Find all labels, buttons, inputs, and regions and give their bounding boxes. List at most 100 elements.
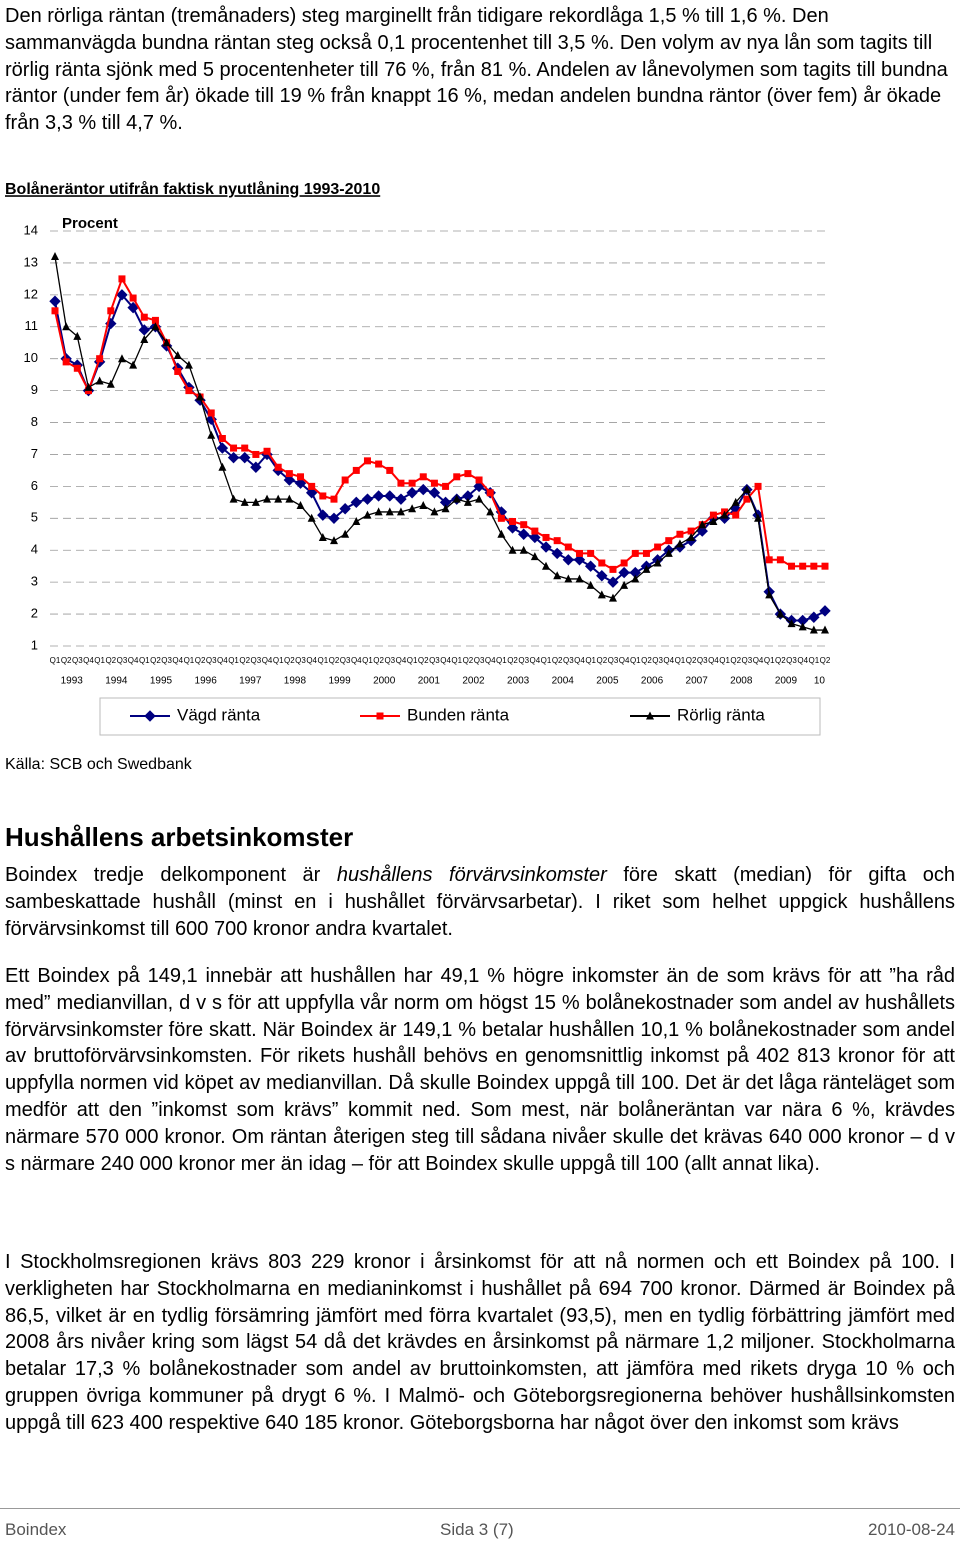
marker	[787, 619, 796, 628]
x-tick-label: Q1	[317, 656, 328, 665]
x-tick-label: Q1	[139, 656, 150, 665]
marker	[95, 376, 104, 385]
x-tick-label: Q3	[786, 656, 797, 665]
x-tick-label: Q1	[273, 656, 284, 665]
x-tick-label: Q3	[742, 656, 753, 665]
x-tick-label: Q3	[295, 656, 306, 665]
x-tick-label: Q2	[418, 656, 429, 665]
marker	[598, 559, 606, 567]
marker	[486, 489, 494, 497]
marker	[252, 450, 260, 458]
series-line	[54, 276, 825, 571]
year-label: 2005	[596, 676, 619, 687]
x-tick-label: Q1	[362, 656, 373, 665]
y-tick-label: 13	[24, 254, 38, 269]
marker	[227, 451, 240, 464]
marker	[453, 473, 461, 481]
marker	[396, 507, 405, 516]
marker	[587, 549, 595, 557]
marker	[317, 509, 329, 521]
y-tick-label: 2	[31, 606, 38, 621]
marker	[530, 552, 539, 561]
marker	[375, 460, 383, 468]
x-tick-label: Q2	[284, 656, 295, 665]
marker	[285, 470, 293, 478]
marker	[138, 324, 150, 336]
marker	[620, 559, 628, 567]
marker	[339, 503, 351, 515]
x-tick-label: Q2	[686, 656, 697, 665]
x-tick-label: Q4	[172, 656, 183, 665]
marker	[754, 482, 762, 490]
marker	[341, 476, 349, 484]
marker	[207, 409, 215, 417]
marker	[285, 494, 294, 503]
x-tick-label: Q3	[251, 656, 262, 665]
marker	[241, 444, 249, 452]
y-tick-label: 8	[31, 414, 38, 429]
x-tick-label: Q2	[507, 656, 518, 665]
marker	[732, 511, 740, 519]
marker	[520, 521, 528, 529]
x-tick-label: Q4	[440, 656, 451, 665]
y-tick-label: 14	[24, 222, 38, 237]
marker	[144, 710, 156, 722]
marker	[540, 541, 552, 553]
y-tick-label: 5	[31, 510, 38, 525]
x-tick-label: Q2	[552, 656, 563, 665]
marker	[73, 364, 81, 372]
marker	[307, 513, 316, 522]
marker	[296, 501, 305, 510]
marker	[743, 495, 751, 503]
heading: Hushållens arbetsinkomster	[5, 822, 354, 852]
year-label: 1994	[105, 676, 128, 687]
marker	[608, 593, 617, 602]
x-tick-label: Q3	[117, 656, 128, 665]
year-label: 1999	[328, 676, 351, 687]
year-label: 1995	[150, 676, 173, 687]
marker	[361, 493, 374, 505]
y-tick-label: 12	[24, 286, 38, 301]
marker	[330, 495, 338, 503]
marker	[430, 507, 439, 516]
marker	[173, 351, 182, 359]
x-tick-label: Q4	[663, 656, 674, 665]
legend-label: Bunden ränta	[407, 705, 510, 724]
year-label: 2004	[552, 676, 575, 687]
marker	[607, 576, 619, 588]
marker	[553, 571, 562, 580]
x-tick-label: Q4	[83, 656, 94, 665]
x-tick-label: Q2	[775, 656, 786, 665]
marker	[597, 590, 606, 599]
source: Källa: SCB och Swedbank	[5, 756, 193, 773]
footer-left: Boindex	[5, 1520, 67, 1539]
marker	[297, 473, 305, 481]
year-label: 2009	[775, 676, 798, 687]
marker	[754, 513, 763, 522]
marker	[151, 316, 159, 324]
x-tick-label: Q1	[809, 656, 820, 665]
x-tick-label: Q4	[351, 656, 362, 665]
marker	[551, 547, 563, 560]
marker	[575, 574, 584, 583]
marker	[497, 529, 506, 538]
x-tick-label: Q4	[485, 656, 496, 665]
year-label: 1993	[61, 676, 84, 687]
x-tick-label: Q2	[730, 656, 741, 665]
x-tick-label: Q4	[128, 656, 139, 665]
marker	[809, 625, 818, 634]
x-tick-label: Q4	[619, 656, 630, 665]
y-axis-title: Procent	[62, 215, 118, 232]
year-label: 2006	[641, 676, 664, 687]
x-tick-label: Q2	[195, 656, 206, 665]
footer-right: 2010-08-24	[868, 1520, 955, 1539]
marker	[49, 295, 61, 307]
x-tick-label: Q1	[228, 656, 239, 665]
marker	[363, 510, 372, 519]
marker	[573, 554, 586, 566]
y-tick-label: 1	[31, 637, 38, 652]
marker	[174, 367, 182, 375]
marker	[720, 510, 729, 519]
x-tick-label: Q4	[753, 656, 764, 665]
year-label: 2002	[462, 676, 485, 687]
